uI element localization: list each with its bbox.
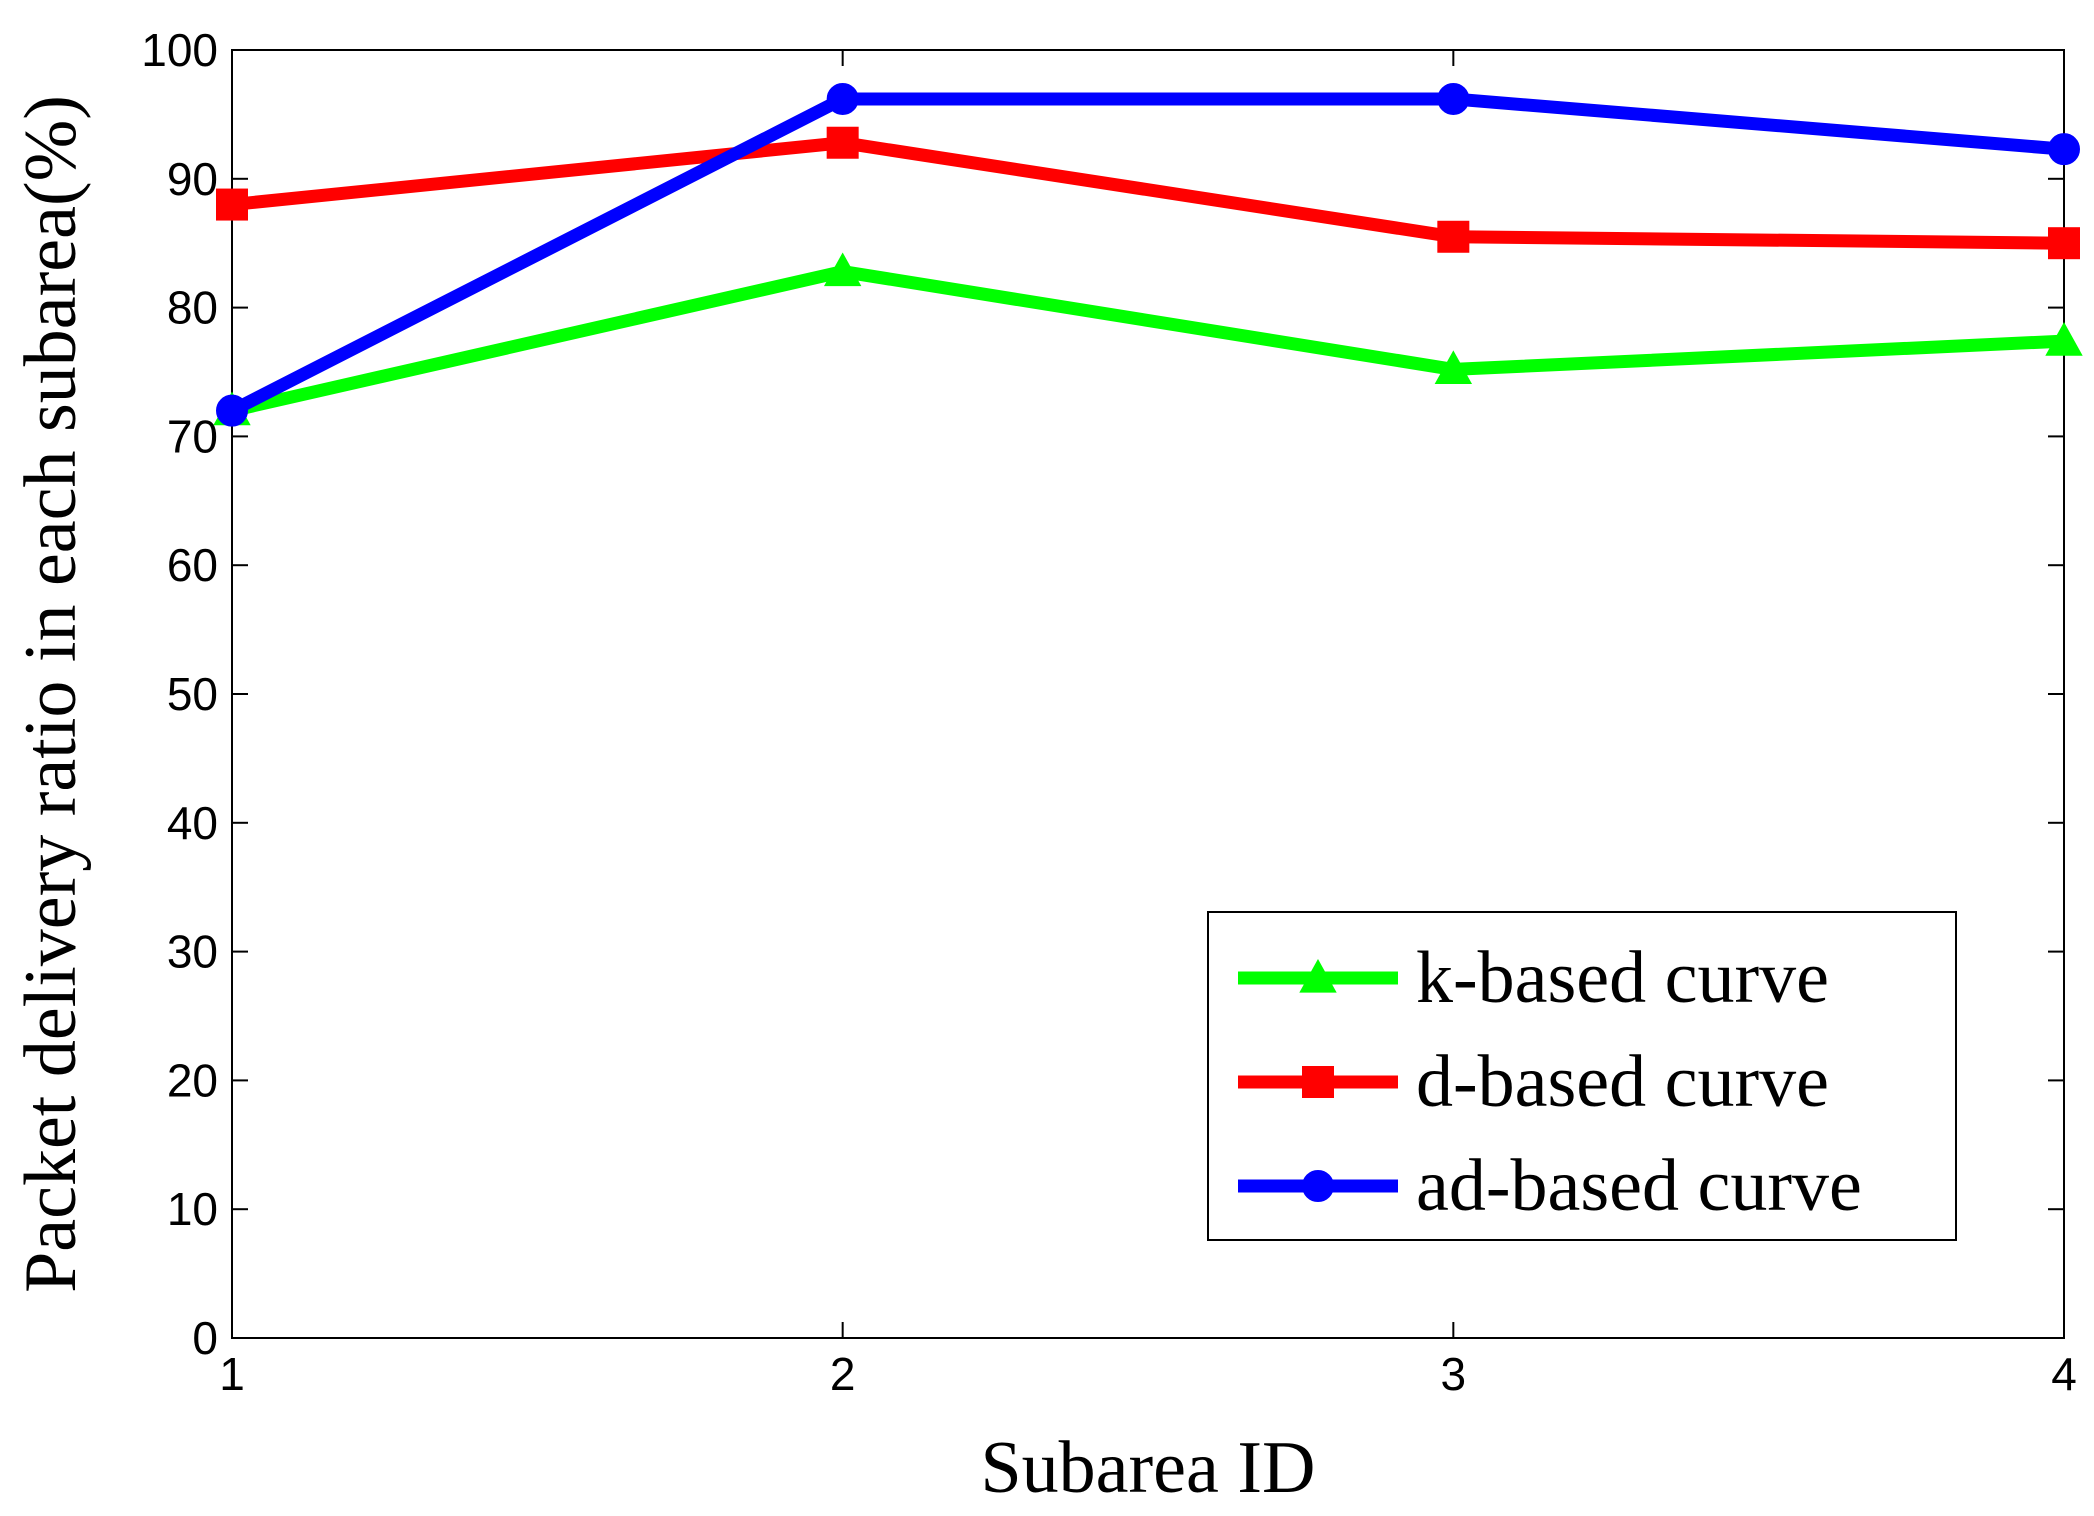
data-point-d-based-curve	[2048, 227, 2080, 260]
data-point-ad-based-curve	[2048, 133, 2080, 166]
legend-item-d-based-curve: d-based curve	[1238, 1041, 1829, 1123]
series-line-k-based-curve	[230, 265, 2065, 417]
y-tick-label: 0	[192, 1312, 218, 1364]
legend-label: k-based curve	[1416, 937, 1829, 1019]
data-point-k-based-curve	[1434, 350, 1473, 385]
legend-label: ad-based curve	[1416, 1145, 1862, 1227]
legend-marker-ad-based-curve	[1302, 1170, 1334, 1202]
data-point-ad-based-curve	[826, 82, 859, 115]
x-tick-label: 1	[219, 1348, 245, 1400]
legend-label: d-based curve	[1416, 1041, 1829, 1123]
y-tick-label: 60	[167, 539, 218, 591]
legend-item-k-based-curve: k-based curve	[1238, 937, 1829, 1019]
y-axis: 0 10 20 30 40 50 60 70 80 90 100	[141, 24, 2064, 1364]
y-tick-label: 30	[167, 926, 218, 978]
y-tick-label: 40	[167, 797, 218, 849]
y-tick-label: 90	[167, 153, 218, 205]
legend-item-ad-based-curve: ad-based curve	[1238, 1145, 1862, 1227]
data-point-k-based-curve	[2045, 322, 2083, 356]
y-tick-label: 10	[167, 1183, 218, 1235]
legend-marker-d-based-curve	[1302, 1066, 1334, 1098]
data-point-k-based-curve	[823, 252, 862, 287]
data-point-d-based-curve	[826, 126, 859, 159]
y-tick-label: 80	[167, 282, 218, 334]
data-point-d-based-curve	[216, 188, 248, 221]
legend-marker-k-based-curve	[1299, 958, 1337, 993]
y-tick-label: 100	[141, 24, 218, 76]
x-tick-label: 2	[830, 1348, 856, 1400]
series-ad-based-curve	[216, 82, 2080, 427]
y-tick-label: 70	[167, 410, 218, 462]
data-point-d-based-curve	[1437, 220, 1470, 253]
legend: k-based curve d-based curve ad-based curve	[1207, 911, 1957, 1241]
series-line-ad-based-curve	[229, 92, 2065, 417]
data-point-ad-based-curve	[216, 394, 248, 427]
y-axis-label: Packet delivery ratio in each subarea(%)	[10, 95, 92, 1293]
series-d-based-curve	[216, 126, 2080, 260]
series-layer	[213, 82, 2083, 427]
data-point-ad-based-curve	[1437, 82, 1470, 115]
y-tick-label: 50	[167, 668, 218, 720]
x-axis: 1 2 3 4	[219, 50, 2077, 1400]
x-axis-label: Subarea ID	[981, 1427, 1316, 1509]
x-tick-label: 4	[2051, 1348, 2077, 1400]
x-tick-label: 3	[1441, 1348, 1467, 1400]
series-line-d-based-curve	[231, 136, 2065, 250]
y-tick-label: 20	[167, 1054, 218, 1106]
